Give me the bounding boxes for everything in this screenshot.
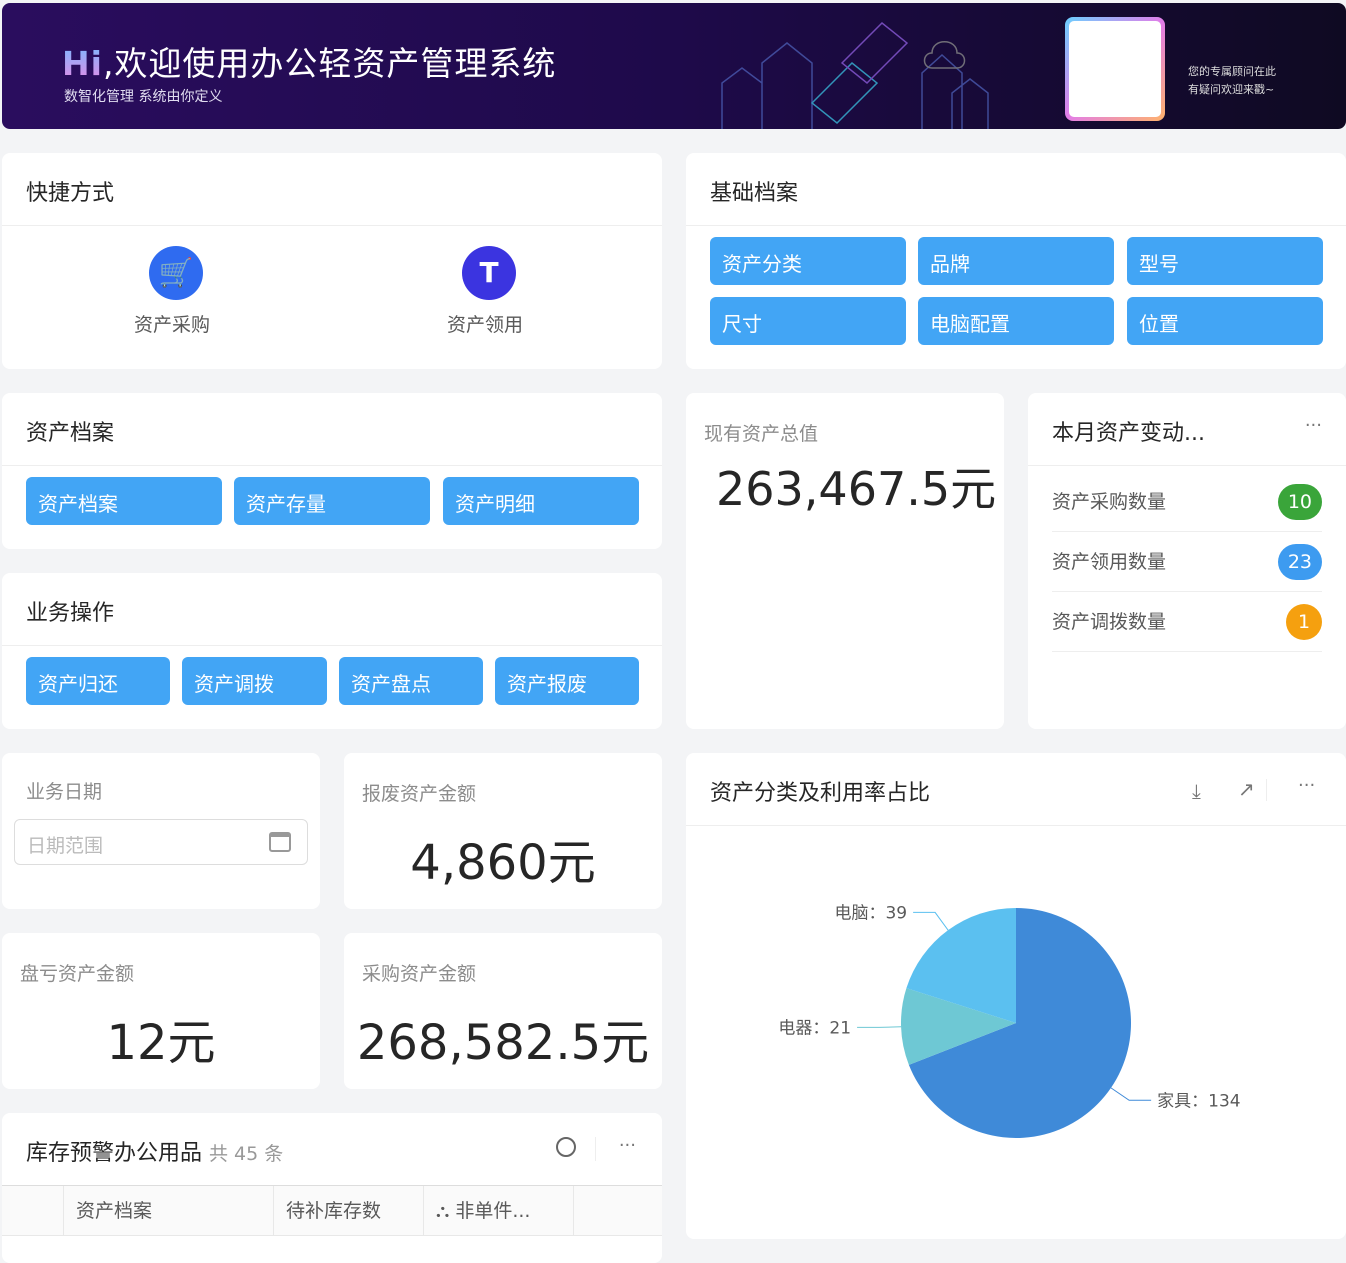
btn-inventory[interactable]: 资产盘点 bbox=[339, 657, 483, 705]
total-label: 现有资产总值 bbox=[704, 423, 819, 445]
btn-asset-detail[interactable]: 资产明细 bbox=[443, 477, 639, 525]
btn-model[interactable]: 型号 bbox=[1127, 237, 1323, 285]
asset-archive-card: 资产档案 资产档案 资产存量 资产明细 bbox=[2, 393, 662, 549]
loss-label: 盘亏资产金额 bbox=[20, 963, 135, 985]
download-icon[interactable]: ⤓ bbox=[1192, 779, 1201, 803]
loss-value: 12元 bbox=[106, 1015, 216, 1071]
hi-text: Hi bbox=[62, 44, 103, 83]
pie-label-line bbox=[1110, 1087, 1152, 1101]
card-title: 快捷方式 bbox=[2, 153, 662, 226]
pie-label: 电器：21 bbox=[778, 1018, 851, 1038]
cart-icon[interactable]: 🛒 bbox=[149, 246, 203, 300]
shortcut-receive[interactable]: 资产领用 bbox=[447, 314, 524, 336]
banner-illustration bbox=[721, 21, 989, 129]
pie-chart-card: 资产分类及利用率占比 ⤓ ↗ ··· 家具：134 电器：21 电脑：39 bbox=[686, 753, 1346, 1239]
btn-brand[interactable]: 品牌 bbox=[918, 237, 1114, 285]
advisor-line-1: 您的专属顾问在此 bbox=[1188, 65, 1276, 78]
btn-size[interactable]: 尺寸 bbox=[710, 297, 906, 345]
card-title: 本月资产变动... bbox=[1028, 393, 1346, 466]
purchase-label: 采购资产金额 bbox=[362, 963, 477, 985]
banner-title: Hi,欢迎使用办公轻资产管理系统 bbox=[62, 37, 556, 85]
row-label: 资产采购数量 bbox=[1052, 491, 1167, 513]
list-item[interactable]: 资产调拨数量 1 bbox=[1052, 592, 1322, 652]
pie-slice-家具[interactable] bbox=[908, 908, 1131, 1138]
list-item[interactable]: 资产领用数量 23 bbox=[1052, 532, 1322, 592]
btn-pc-config[interactable]: 电脑配置 bbox=[918, 297, 1114, 345]
scrap-amount-card: 报废资产金额 4,860元 bbox=[344, 753, 662, 909]
table-header: 资产档案 待补库存数 ⛬ 非单件... bbox=[2, 1186, 662, 1236]
col-non-single[interactable]: ⛬ 非单件... bbox=[424, 1186, 574, 1236]
pie-label-line bbox=[913, 911, 949, 931]
card-title: 业务操作 bbox=[2, 573, 662, 646]
shortcut-purchase[interactable]: 资产采购 bbox=[134, 314, 211, 336]
pie-slice-电器[interactable] bbox=[901, 988, 1016, 1065]
pie-label: 家具：134 bbox=[1157, 1091, 1240, 1111]
date-label: 业务日期 bbox=[26, 781, 103, 803]
search-icon[interactable] bbox=[556, 1137, 576, 1157]
card-title: 库存预警办公用品 bbox=[26, 1141, 203, 1166]
btn-category[interactable]: 资产分类 bbox=[710, 237, 906, 285]
scrap-value: 4,860元 bbox=[410, 835, 596, 891]
monthly-change-card: 本月资产变动... ··· 资产采购数量 10 资产领用数量 23 资产调拨数量 1 bbox=[1028, 393, 1346, 729]
advisor-line-2: 有疑问欢迎来戳~ bbox=[1188, 83, 1275, 96]
list-item[interactable]: 资产采购数量 10 bbox=[1052, 472, 1322, 532]
divider bbox=[1266, 779, 1267, 801]
row-label: 资产调拨数量 bbox=[1052, 611, 1167, 633]
btn-location[interactable]: 位置 bbox=[1127, 297, 1323, 345]
btn-scrap[interactable]: 资产报废 bbox=[495, 657, 639, 705]
total-value-card: 现有资产总值 263,467.5元 bbox=[686, 393, 1004, 729]
more-icon[interactable]: ··· bbox=[1298, 775, 1316, 796]
banner-subtitle: 数智化管理 系统由你定义 bbox=[64, 89, 223, 105]
more-icon[interactable]: ··· bbox=[618, 1135, 636, 1156]
loss-amount-card: 盘亏资产金额 12元 bbox=[2, 933, 320, 1089]
purchase-amount-card: 采购资产金额 268,582.5元 bbox=[344, 933, 662, 1089]
col-label: 非单件... bbox=[455, 1200, 531, 1222]
pie-label: 电脑：39 bbox=[834, 903, 907, 923]
paint-roller-icon[interactable]: T bbox=[462, 246, 516, 300]
pie-label-line bbox=[857, 1026, 902, 1028]
title-text: ,欢迎使用办公轻资产管理系统 bbox=[102, 44, 557, 83]
date-card: 业务日期 日期范围 bbox=[2, 753, 320, 909]
col-restock[interactable]: 待补库存数 bbox=[274, 1186, 424, 1236]
card-title: 资产档案 bbox=[2, 393, 662, 466]
advisor-text: 您的专属顾问在此 有疑问欢迎来戳~ bbox=[1188, 63, 1276, 99]
pie-slice-电脑[interactable] bbox=[906, 908, 1016, 1023]
basic-archive-card: 基础档案 资产分类 品牌 型号 尺寸 电脑配置 位置 bbox=[686, 153, 1346, 369]
btn-asset-stock[interactable]: 资产存量 bbox=[234, 477, 430, 525]
card-header: 库存预警办公用品 共 45 条 bbox=[2, 1113, 662, 1186]
date-range-input[interactable]: 日期范围 bbox=[14, 819, 308, 865]
calendar-icon[interactable] bbox=[269, 832, 291, 852]
shortcuts-card: 快捷方式 🛒 资产采购 T 资产领用 bbox=[2, 153, 662, 369]
btn-return[interactable]: 资产归还 bbox=[26, 657, 170, 705]
total-value: 263,467.5元 bbox=[716, 462, 997, 516]
stock-warning-card: 库存预警办公用品 共 45 条 ··· 资产档案 待补库存数 ⛬ 非单件... bbox=[2, 1113, 662, 1263]
col-index bbox=[2, 1186, 64, 1236]
scrap-label: 报废资产金额 bbox=[362, 783, 477, 805]
col-archive[interactable]: 资产档案 bbox=[64, 1186, 274, 1236]
btn-transfer[interactable]: 资产调拨 bbox=[182, 657, 327, 705]
card-title: 基础档案 bbox=[686, 153, 1346, 226]
count-badge: 1 bbox=[1286, 604, 1322, 640]
external-link-icon[interactable]: ↗ bbox=[1238, 777, 1255, 801]
divider bbox=[595, 1137, 596, 1161]
welcome-banner: Hi,欢迎使用办公轻资产管理系统 数智化管理 系统由你定义 您的专属顾问在此 有疑… bbox=[2, 3, 1346, 129]
qr-code[interactable] bbox=[1065, 17, 1165, 121]
hierarchy-icon: ⛬ bbox=[436, 1200, 456, 1222]
btn-asset-archive[interactable]: 资产档案 bbox=[26, 477, 222, 525]
pie-chart: 家具：134 电器：21 电脑：39 bbox=[778, 903, 1241, 1138]
more-icon[interactable]: ··· bbox=[1304, 415, 1322, 436]
date-placeholder: 日期范围 bbox=[27, 835, 104, 857]
record-count: 共 45 条 bbox=[209, 1143, 284, 1165]
business-ops-card: 业务操作 资产归还 资产调拨 资产盘点 资产报废 bbox=[2, 573, 662, 729]
count-badge: 23 bbox=[1277, 544, 1322, 580]
row-label: 资产领用数量 bbox=[1052, 551, 1167, 573]
count-badge: 10 bbox=[1277, 484, 1322, 520]
purchase-value: 268,582.5元 bbox=[356, 1015, 650, 1071]
card-title: 资产分类及利用率占比 bbox=[686, 753, 1346, 826]
